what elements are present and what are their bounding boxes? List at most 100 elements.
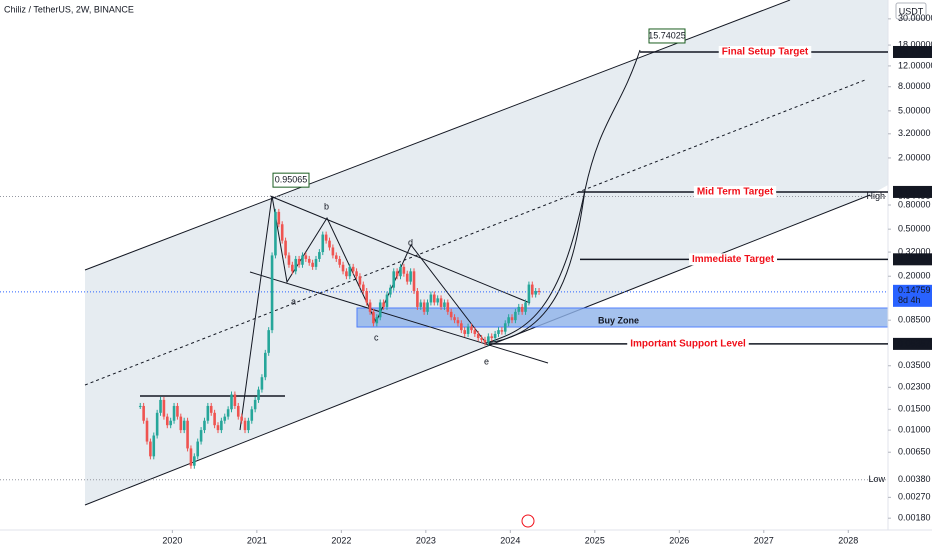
candle xyxy=(314,258,318,267)
candle xyxy=(226,409,230,417)
y-tick-label: 8.00000 xyxy=(898,81,931,91)
candle xyxy=(257,389,260,400)
x-tick-label: 2020 xyxy=(162,535,182,545)
candle xyxy=(487,336,490,343)
y-tick-label: 0.32000 xyxy=(898,246,931,256)
candle xyxy=(155,412,159,436)
candle xyxy=(220,420,223,431)
candle xyxy=(149,441,152,457)
candle xyxy=(260,377,264,390)
candle xyxy=(500,330,504,332)
candle xyxy=(432,294,436,303)
candle xyxy=(280,224,284,241)
candle xyxy=(297,258,301,265)
x-tick-label: 2027 xyxy=(754,535,774,545)
buy-zone-label: Buy Zone xyxy=(598,315,639,325)
candle xyxy=(443,302,446,307)
candle xyxy=(193,456,196,466)
candle xyxy=(291,264,294,272)
candle xyxy=(216,425,220,431)
x-tick-label: 2021 xyxy=(247,535,267,545)
candle xyxy=(301,255,304,265)
candle xyxy=(176,405,179,417)
low-label: Low xyxy=(868,474,885,484)
level-label-bg xyxy=(718,45,812,58)
y-tick-label: 0.03500 xyxy=(898,360,931,370)
candle xyxy=(439,298,443,307)
candle xyxy=(375,317,379,324)
candle xyxy=(243,420,247,431)
candle xyxy=(253,399,257,410)
wave-label: a xyxy=(291,296,296,306)
candle xyxy=(209,405,213,413)
candle xyxy=(358,276,362,285)
level-label: Important Support Level xyxy=(630,339,746,350)
candle xyxy=(152,435,156,457)
candle xyxy=(213,412,216,426)
currency-box xyxy=(895,2,927,20)
candle xyxy=(497,330,500,334)
projection-curve-2 xyxy=(485,189,586,344)
wedge-upper xyxy=(269,195,531,304)
candle xyxy=(162,399,166,417)
candle xyxy=(341,264,345,272)
candle xyxy=(382,302,385,307)
y-tick-label: 0.01000 xyxy=(898,424,931,434)
candle xyxy=(199,430,203,442)
candle xyxy=(368,302,372,312)
candle xyxy=(138,405,142,407)
y-tick-label: 0.00650 xyxy=(898,447,931,457)
level-label: Immediate Target xyxy=(692,254,775,265)
candle xyxy=(182,420,186,431)
high-label: High xyxy=(866,191,885,201)
logo-icon xyxy=(521,514,535,528)
callout-value: 15.74025 xyxy=(648,30,686,40)
candle xyxy=(284,240,287,256)
callout-value: 0.95065 xyxy=(275,175,308,185)
candle xyxy=(527,284,531,303)
x-tick-label: 2025 xyxy=(585,535,605,545)
candle xyxy=(362,284,365,291)
candle xyxy=(236,405,240,417)
last-price-value: 0.14759 xyxy=(898,285,931,295)
candle xyxy=(402,266,406,274)
candle xyxy=(169,420,172,426)
y-tick-label: 0.00180 xyxy=(898,513,931,523)
x-tick-label: 2028 xyxy=(838,535,858,545)
y-tick-label: 12.00000 xyxy=(898,60,932,70)
candle xyxy=(466,326,470,334)
level-label-bg xyxy=(693,185,777,198)
candle xyxy=(223,416,227,421)
candle xyxy=(456,320,460,324)
level-badge-value: 15.73868 xyxy=(898,46,932,56)
candle xyxy=(250,409,254,421)
low-value: 0.00380 xyxy=(898,474,931,484)
candle xyxy=(294,258,298,272)
candle xyxy=(264,352,267,378)
candle xyxy=(186,420,189,449)
candle xyxy=(189,448,193,466)
candle xyxy=(517,306,521,312)
wave-label: e xyxy=(484,356,489,366)
candle xyxy=(270,255,274,331)
candle xyxy=(470,326,473,331)
candle xyxy=(463,330,467,334)
candle xyxy=(520,306,524,312)
candle xyxy=(307,258,311,263)
y-tick-label: 0.20000 xyxy=(898,271,931,281)
y-tick-label: 0.01500 xyxy=(898,404,931,414)
candle xyxy=(230,394,233,410)
candle xyxy=(392,271,396,288)
y-tick-label: 0.00270 xyxy=(898,492,931,502)
channel-lower xyxy=(84,194,871,506)
candle xyxy=(405,273,409,282)
candle xyxy=(165,416,169,426)
channel-mid xyxy=(84,79,866,386)
candle xyxy=(476,333,480,339)
level-badge xyxy=(893,337,932,350)
candle xyxy=(372,311,375,324)
candle xyxy=(233,394,237,406)
candle xyxy=(422,302,426,312)
y-tick-label: 30.00000 xyxy=(898,13,932,23)
candle xyxy=(534,290,537,295)
